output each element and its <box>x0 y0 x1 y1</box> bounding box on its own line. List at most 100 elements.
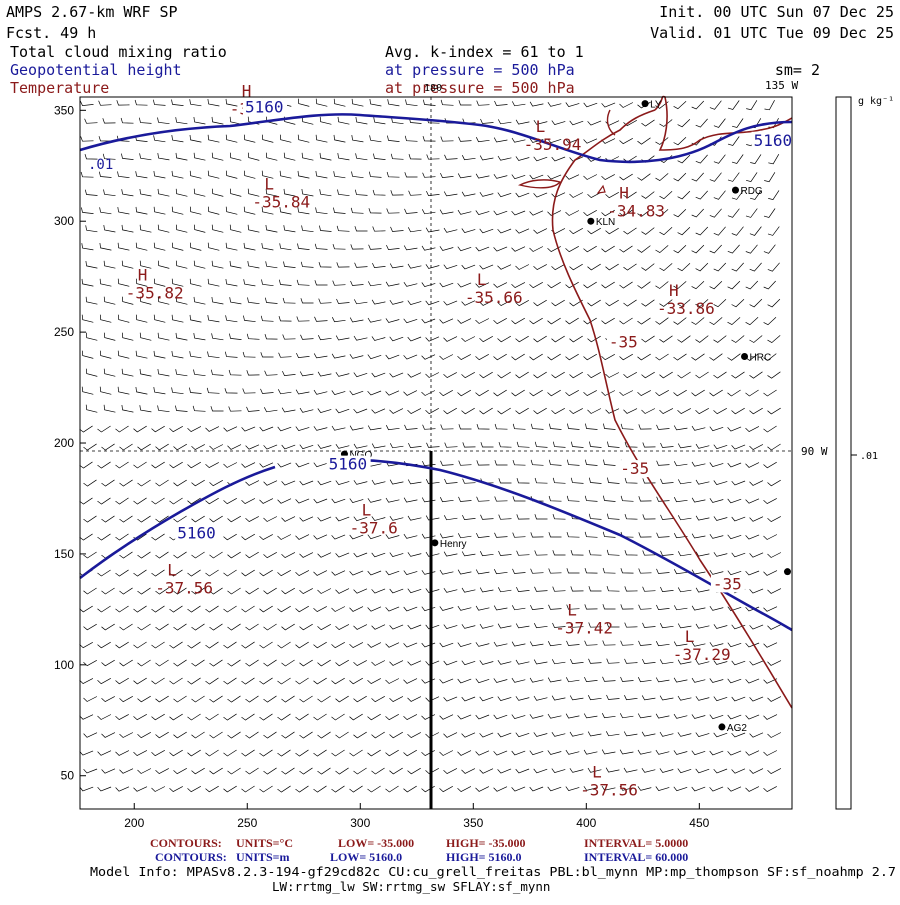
wind-barb <box>444 478 458 484</box>
wind-barb <box>691 208 704 218</box>
wind-barb <box>566 568 580 574</box>
wind-barb <box>677 190 691 200</box>
wind-barb <box>103 225 116 233</box>
wind-barb <box>121 404 134 413</box>
station-dot <box>741 353 749 361</box>
wind-barb <box>637 786 652 791</box>
wind-barb <box>385 534 400 539</box>
wind-barb <box>331 713 345 721</box>
wind-barb <box>691 497 706 503</box>
wind-barb <box>133 569 147 577</box>
wind-barb <box>373 117 386 125</box>
wind-barb <box>457 714 472 720</box>
wind-barb <box>677 371 691 379</box>
wind-barb <box>479 264 494 270</box>
wind-barb <box>511 389 525 397</box>
meridian-135w-label: 135 W <box>765 79 798 92</box>
wind-barb <box>569 192 584 198</box>
wind-barb <box>349 713 363 721</box>
wind-barb <box>205 713 219 721</box>
wind-barb <box>637 390 651 397</box>
wind-barb <box>283 152 296 161</box>
wind-barb <box>493 714 508 720</box>
wind-barb <box>493 605 508 611</box>
wind-barb <box>223 569 237 577</box>
wind-barb <box>313 641 327 649</box>
contour-label-bg <box>326 455 371 473</box>
wind-barb <box>458 460 472 466</box>
wind-barb <box>191 623 205 631</box>
wind-barb <box>403 642 418 648</box>
wind-barb <box>515 768 530 774</box>
wind-barb <box>367 317 382 323</box>
temp-extreme-value: -37.42 <box>555 619 613 638</box>
wind-barb <box>425 227 440 233</box>
wind-barb <box>745 642 760 648</box>
wind-barb <box>619 209 633 217</box>
wind-barb <box>623 371 637 379</box>
wind-barb <box>187 461 201 469</box>
wind-barb <box>601 785 616 791</box>
wind-barb <box>727 244 740 254</box>
wind-barb <box>151 461 165 469</box>
wind-barb <box>404 135 418 142</box>
wind-barb <box>387 99 400 107</box>
wind-barb <box>475 678 490 684</box>
wind-barb <box>443 588 458 593</box>
wind-barb <box>709 244 722 254</box>
wind-barb <box>263 407 278 413</box>
wind-barb <box>372 262 386 268</box>
station-dot-edge <box>783 568 791 576</box>
wind-barb <box>80 171 94 178</box>
wind-barb <box>390 190 404 196</box>
wind-barb <box>642 586 656 592</box>
wind-barb <box>79 678 94 685</box>
wind-barb <box>475 714 490 720</box>
wind-barb <box>727 353 741 361</box>
wind-barb <box>656 460 670 466</box>
island-small <box>596 184 606 194</box>
wind-barb <box>727 462 742 468</box>
wind-barb <box>223 533 237 541</box>
wind-barb <box>403 318 418 324</box>
wind-barb <box>227 587 241 595</box>
wind-barb <box>533 623 548 629</box>
wind-barb <box>317 731 331 739</box>
wind-barb <box>587 767 602 773</box>
wind-barb <box>731 516 746 522</box>
wind-barb <box>295 713 309 721</box>
wind-barb <box>750 190 762 200</box>
y-tick-label: 50 <box>61 769 75 783</box>
wind-barb <box>368 244 382 250</box>
wind-barb <box>353 731 367 739</box>
wind-barb <box>173 659 187 667</box>
wind-barb <box>551 263 565 271</box>
wind-barb <box>189 99 202 107</box>
wind-barb <box>371 516 386 521</box>
wind-barb <box>551 732 566 737</box>
wind-barb <box>727 172 740 182</box>
wind-barb <box>189 134 202 143</box>
wind-barb <box>695 226 709 236</box>
wind-barb <box>461 768 476 774</box>
wind-barb <box>191 767 205 775</box>
wind-barb <box>295 426 310 432</box>
wind-barb <box>227 695 241 703</box>
wind-barb <box>462 442 476 448</box>
wind-barb <box>565 102 580 108</box>
wind-barb <box>475 282 490 288</box>
wind-barb <box>443 300 458 306</box>
wind-barb <box>407 479 422 485</box>
wind-barb <box>155 768 169 775</box>
wind-barb <box>279 206 292 215</box>
wind-barb <box>731 732 746 738</box>
wind-barb <box>175 296 188 305</box>
contour-label-bg <box>243 98 288 116</box>
wind-barb <box>80 136 94 142</box>
wind-barb <box>102 153 116 160</box>
wind-barb <box>767 479 781 487</box>
wind-barb <box>295 785 309 793</box>
wind-barb <box>247 297 260 305</box>
wind-barb <box>173 731 187 739</box>
wind-barb <box>224 388 238 394</box>
